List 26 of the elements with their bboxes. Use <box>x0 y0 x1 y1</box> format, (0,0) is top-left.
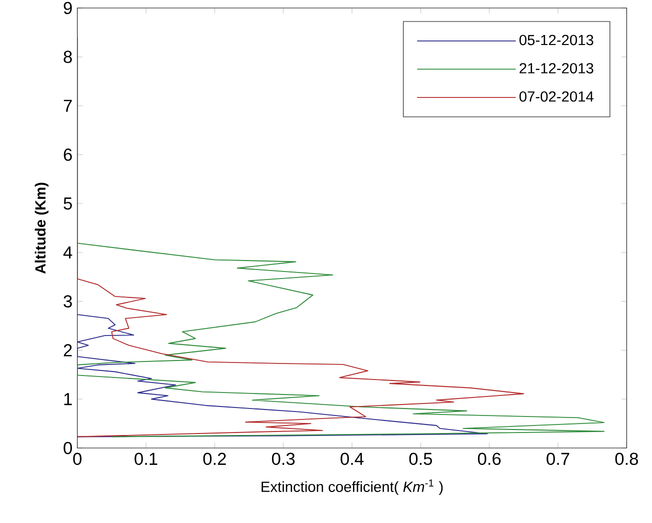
line-series <box>77 314 488 438</box>
x-tick-label: 0.3 <box>272 452 295 466</box>
x-tick-label: 0.4 <box>340 452 364 466</box>
x-tick-label: 0.1 <box>134 452 158 466</box>
x-tick-label: 0.5 <box>409 452 432 466</box>
y-tick-label: 5 <box>64 198 72 210</box>
y-tick-label: 9 <box>64 2 72 14</box>
y-tick-label: 2 <box>64 344 72 356</box>
y-tick-label: 4 <box>63 246 72 259</box>
text: 07-02-2014 <box>519 91 594 102</box>
y-tick-label: 1 <box>64 393 72 406</box>
x-axis-title: Extinction coefficient( Km$^{-1}$ ) <box>262 480 443 496</box>
x-tick-label: 0.8 <box>615 452 638 466</box>
y-tick-label: 3 <box>64 295 72 308</box>
x-tick-label: 0.2 <box>203 452 226 466</box>
text: 21-12-2013 <box>520 63 594 74</box>
x-tick-label: 0 <box>73 452 82 466</box>
line-series <box>77 242 604 438</box>
text: 05-12-2013 <box>519 34 594 46</box>
y-tick-label: 6 <box>64 148 72 161</box>
y-tick-label: 7 <box>64 100 72 112</box>
y-axis-title: Altitude (Km) <box>34 182 48 274</box>
x-tick-label: 0.6 <box>478 452 501 466</box>
y-tick-label: 0 <box>64 442 72 454</box>
y-tick-label: 8 <box>64 50 72 64</box>
x-tick-label: 0.7 <box>546 452 570 466</box>
